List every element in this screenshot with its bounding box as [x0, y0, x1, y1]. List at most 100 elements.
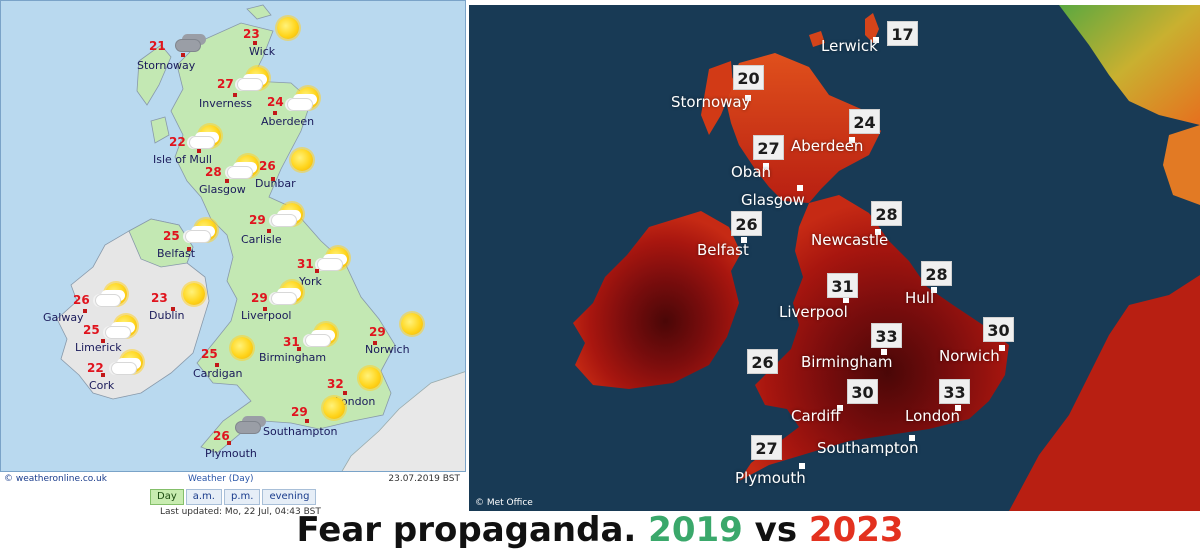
- left-city-marker: [83, 309, 87, 313]
- right-temp-liverpool: 31: [827, 273, 858, 298]
- right-temp-hull: 28: [921, 261, 952, 286]
- left-city-stornoway: Stornoway: [137, 59, 196, 72]
- right-temp-norwich: 30: [983, 317, 1014, 342]
- right-city-marker: [873, 37, 879, 43]
- left-weather-map: 21 Stornoway 23 Wick 27 Inverness 24 Aberdeen 22…: [0, 0, 466, 472]
- sun-cloud-icon: [271, 203, 307, 229]
- left-temp-inverness: 27: [217, 77, 234, 91]
- left-temp-stornoway: 21: [149, 39, 166, 53]
- sun-icon: [175, 283, 209, 309]
- left-city-york: York: [299, 275, 322, 288]
- left-city-marker: [263, 307, 267, 311]
- right-map-landmass: [573, 5, 1200, 511]
- left-city-cork: Cork: [89, 379, 115, 392]
- right-city-marker: [875, 229, 881, 235]
- cloud-icon-dark: [231, 415, 265, 441]
- right-city-marker: [799, 463, 805, 469]
- right-city-norwich: Norwich: [939, 347, 1000, 365]
- right-city-glasgow: Glasgow: [741, 191, 805, 209]
- sun-cloud-icon: [271, 281, 307, 307]
- right-city-liverpool: Liverpool: [779, 303, 848, 321]
- left-last-updated: Last updated: Mo, 22 Jul, 04:43 BST: [160, 507, 321, 517]
- right-temp-birmingham: 33: [871, 323, 902, 348]
- sun-cloud-icon: [305, 323, 341, 349]
- left-city-southampton: Southampton: [263, 425, 338, 438]
- left-temp-norwich: 29: [369, 325, 386, 339]
- left-city-plymouth: Plymouth: [205, 447, 257, 460]
- left-city-galway: Galway: [43, 311, 84, 324]
- left-city-marker: [233, 93, 237, 97]
- tab-am[interactable]: a.m.: [185, 489, 222, 505]
- right-city-marker: [931, 287, 937, 293]
- right-city-cardiff: Cardiff: [791, 407, 841, 425]
- sun-cloud-icon: [189, 125, 225, 151]
- left-temp-cardigan: 25: [201, 347, 218, 361]
- right-city-aberdeen: Aberdeen: [791, 137, 864, 155]
- left-city-marker: [187, 247, 191, 251]
- left-city-marker: [271, 177, 275, 181]
- right-city-newcastle: Newcastle: [811, 231, 889, 249]
- sun-cloud-icon: [111, 351, 147, 377]
- caption-year-2019: 2019: [648, 510, 743, 550]
- caption-vs: vs: [754, 510, 798, 550]
- sun-icon: [393, 313, 427, 339]
- sun-cloud-icon: [287, 87, 323, 113]
- left-city-marker: [297, 347, 301, 351]
- sun-icon: [315, 397, 349, 423]
- left-city-marker: [315, 269, 319, 273]
- left-temp-dunbar: 26: [259, 159, 276, 173]
- left-time-tabs: Day a.m. p.m. evening: [150, 489, 317, 505]
- right-city-plymouth: Plymouth: [735, 469, 806, 487]
- left-temp-liverpool: 29: [251, 291, 268, 305]
- left-city-marker: [171, 307, 175, 311]
- right-city-marker: [881, 349, 887, 355]
- right-temp-belfast: 26: [731, 211, 762, 236]
- left-city-london: London: [335, 395, 376, 408]
- left-temp-cork: 22: [87, 361, 104, 375]
- left-city-birmingham: Birmingham: [259, 351, 327, 364]
- left-city-marker: [197, 149, 201, 153]
- left-temp-aberdeen: 24: [267, 95, 284, 109]
- left-date-label: 23.07.2019 BST: [388, 474, 460, 484]
- left-city-marker: [181, 53, 185, 57]
- left-city-marker: [267, 229, 271, 233]
- tab-day[interactable]: Day: [150, 489, 184, 505]
- sun-cloud-icon: [105, 315, 141, 341]
- left-city-glasgow: Glasgow: [199, 183, 246, 196]
- left-city-belfast: Belfast: [157, 247, 196, 260]
- left-city-marker: [101, 373, 105, 377]
- left-map-landmass: [56, 4, 465, 471]
- left-temp-birmingham: 31: [283, 335, 300, 349]
- right-city-marker: [745, 95, 751, 101]
- caption-year-2023: 2023: [808, 510, 904, 550]
- left-city-norwich: Norwich: [365, 343, 410, 356]
- right-city-hull: Hull: [905, 289, 935, 307]
- left-city-marker: [373, 341, 377, 345]
- tab-evening[interactable]: evening: [262, 489, 317, 505]
- right-temp-cardiff: 30: [847, 379, 878, 404]
- cloud-icon-dark: [171, 33, 205, 59]
- left-city-marker: [101, 339, 105, 343]
- left-city-aberdeen: Aberdeen: [261, 115, 315, 128]
- right-temp-newcastle: 28: [871, 201, 902, 226]
- left-city-inverness: Inverness: [199, 97, 253, 110]
- right-temp-aberdeen: 24: [849, 109, 880, 134]
- left-city-dunbar: Dunbar: [255, 177, 296, 190]
- tab-pm[interactable]: p.m.: [223, 489, 261, 505]
- sun-icon: [351, 367, 385, 393]
- right-city-marker: [955, 405, 961, 411]
- left-map-panel: 21 Stornoway 23 Wick 27 Inverness 24 Aberdeen 22…: [0, 0, 466, 520]
- right-city-southampton: Southampton: [817, 439, 919, 457]
- left-temp-southampton: 29: [291, 405, 308, 419]
- left-city-carlisle: Carlisle: [241, 233, 282, 246]
- sun-icon: [269, 17, 303, 43]
- left-temp-galway: 26: [73, 293, 90, 307]
- left-temp-isle-of-mull: 22: [169, 135, 186, 149]
- left-city-marker: [273, 111, 277, 115]
- right-temp-plymouth: 27: [751, 435, 782, 460]
- right-city-belfast: Belfast: [697, 241, 749, 259]
- right-temp-stornoway: 20: [733, 65, 764, 90]
- right-city-oban: Oban: [731, 163, 772, 181]
- left-city-isle-of-mull: Isle of Mull: [153, 153, 212, 166]
- left-source-link[interactable]: © weatheronline.co.uk: [4, 474, 107, 484]
